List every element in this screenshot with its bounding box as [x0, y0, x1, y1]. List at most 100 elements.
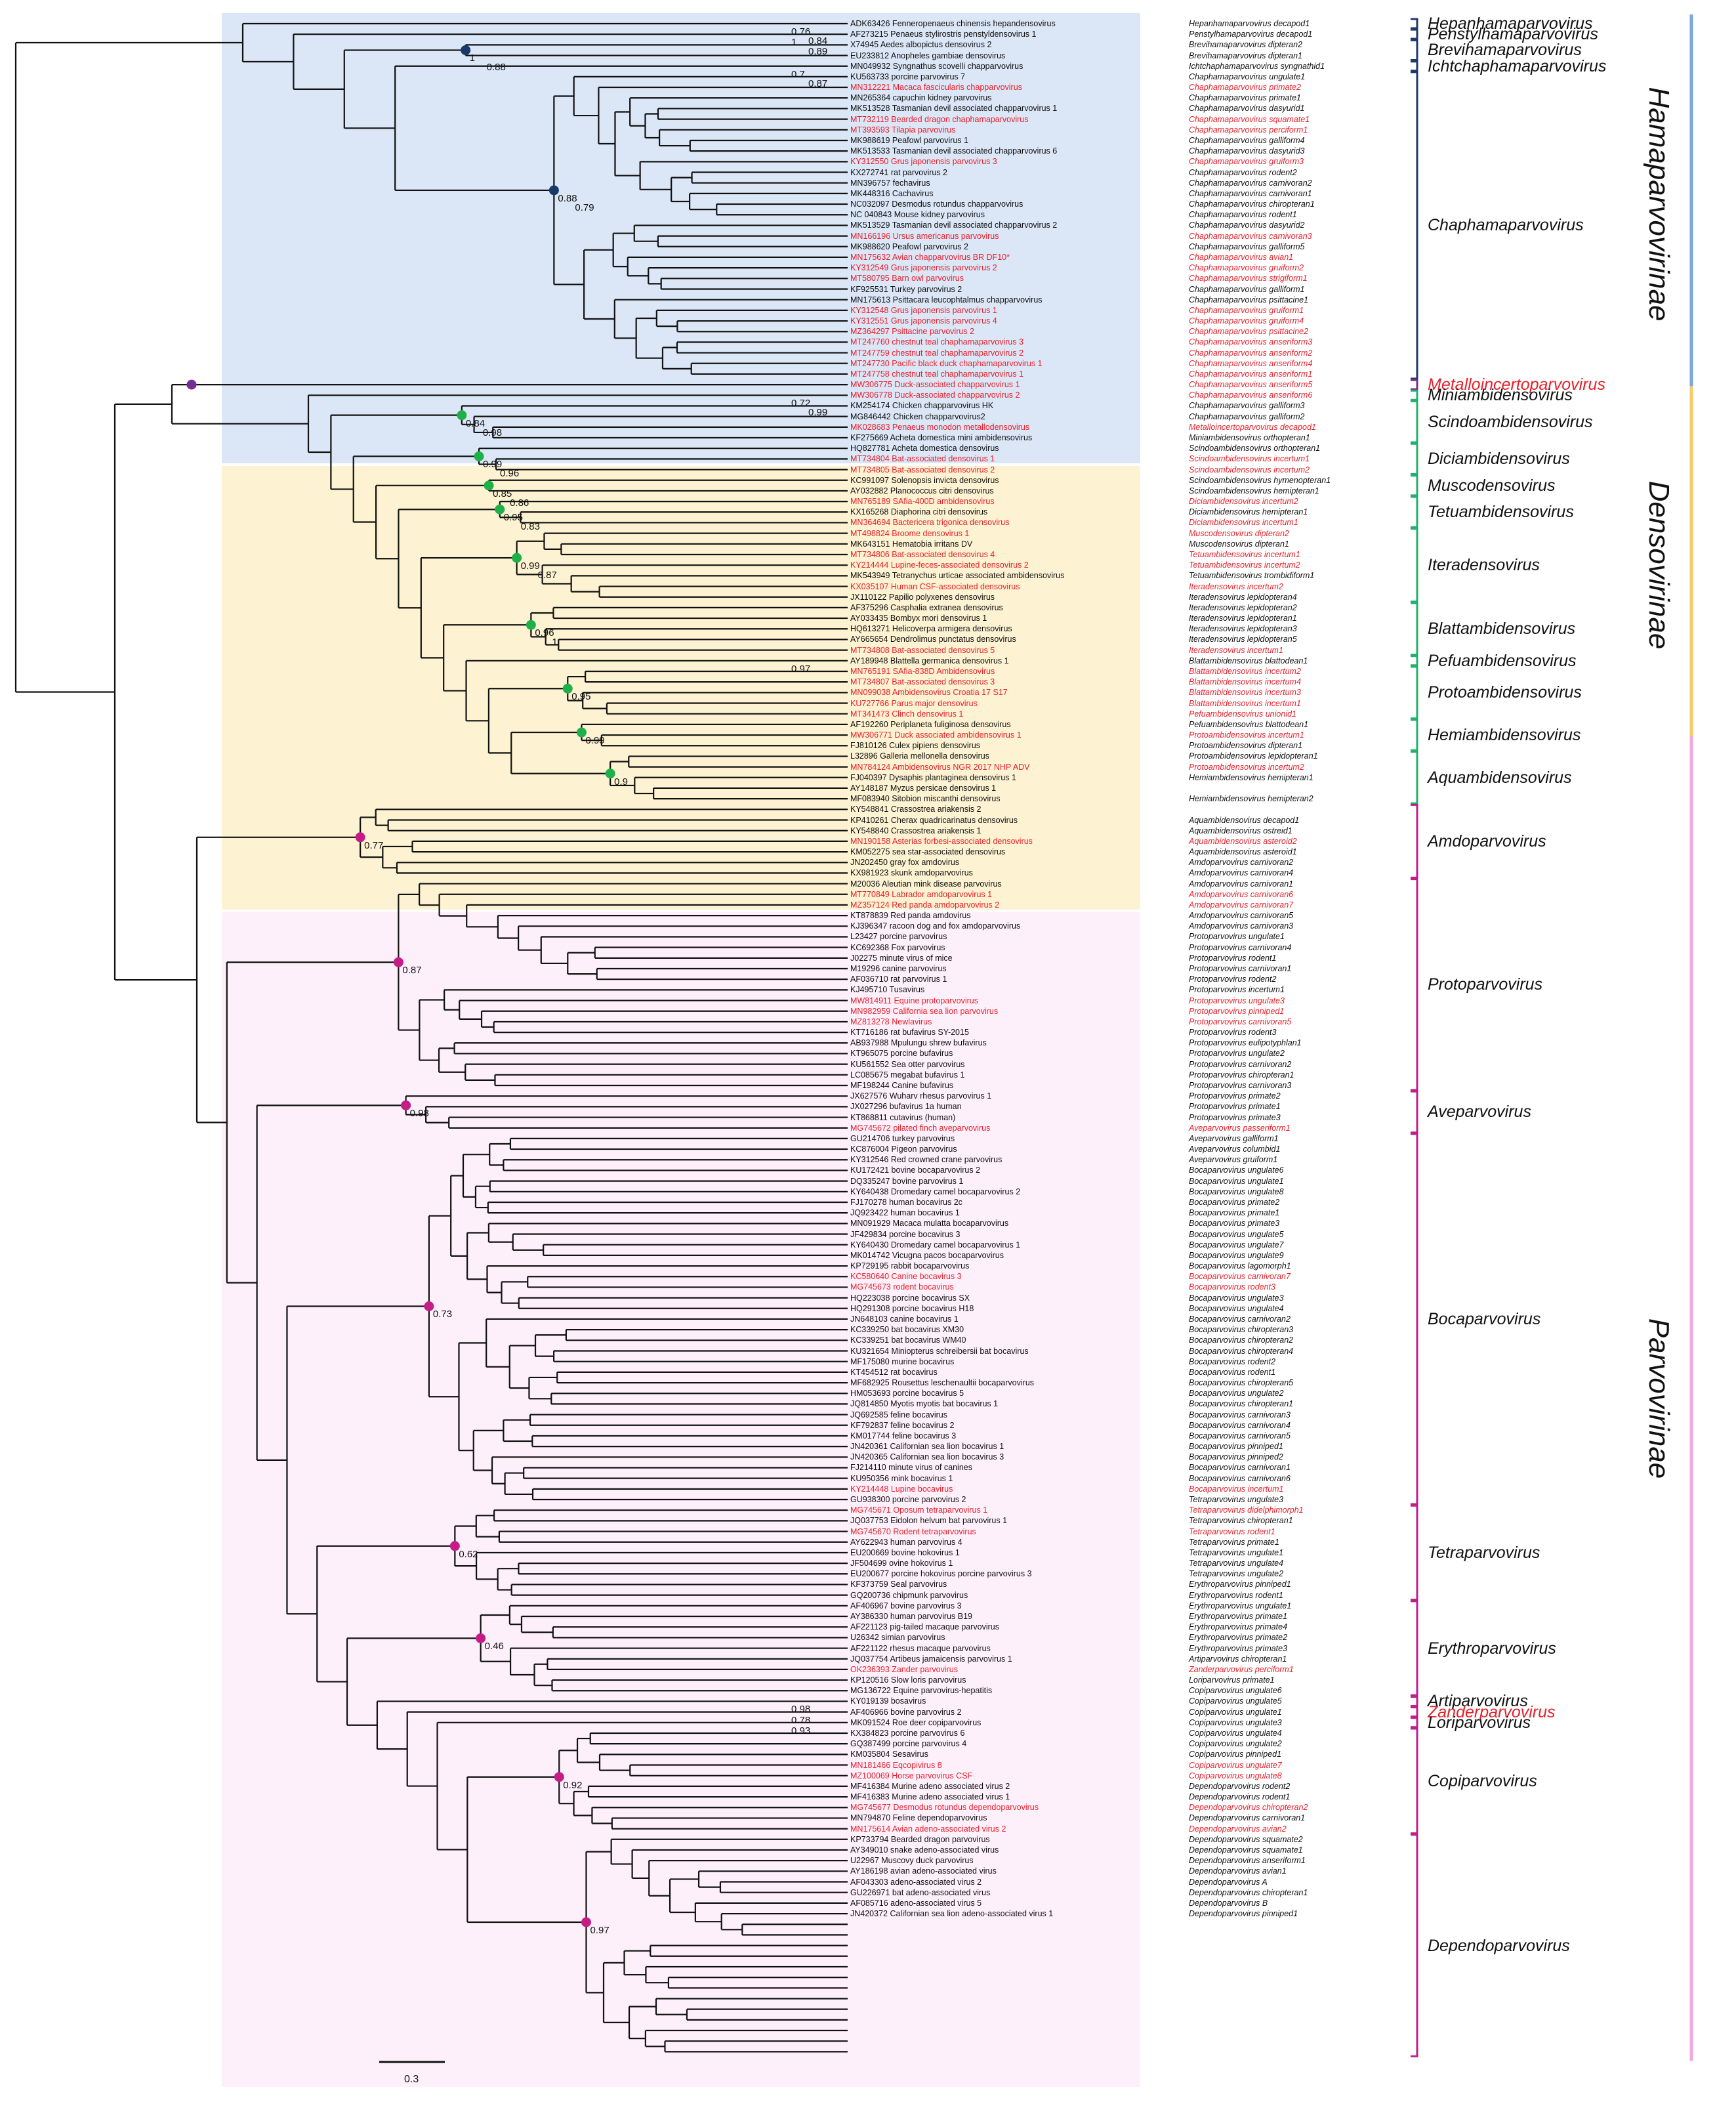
tip-label: KM052275 sea star-associated densovirus: [850, 847, 1006, 857]
species-label: Chaphamaparvovirus chiropteran1: [1189, 200, 1315, 209]
tip-label: KU321654 Miniopterus schreibersii bat bo…: [850, 1346, 1029, 1356]
species-label: Diciambidensovirus incertum1: [1189, 518, 1298, 528]
genus-bracket: [1411, 1706, 1418, 1718]
tip-label: KC339250 bat bocavirus XM30: [850, 1325, 964, 1335]
node-marker: [562, 683, 573, 694]
genus-label: Bocaparvovirus: [1428, 1309, 1541, 1328]
genus-label: Aquambidensovirus: [1428, 768, 1572, 787]
species-label: Bocaparvovirus ungulate8: [1189, 1187, 1284, 1196]
subfamily-label: Hamaparvovirinae: [1643, 87, 1675, 322]
tip-label: MF198244 Canine bufavirus: [850, 1081, 954, 1090]
species-label: Tetraparvovirus didelphimorph1: [1189, 1505, 1304, 1515]
node-marker: [457, 410, 467, 421]
tip-label: KC991097 Solenopsis invicta densovirus: [850, 475, 999, 485]
tip-label: KU561552 Sea otter parvovirus: [850, 1059, 965, 1069]
tip-label: MT734805 Bat-associated densovirus 2: [850, 465, 995, 474]
subfamily-label: Densovirinae: [1643, 480, 1675, 650]
tip-label: MT734806 Bat-associated densovirus 4: [850, 550, 995, 559]
tip-label: MK448316 Cachavirus: [850, 188, 934, 198]
tip-label: AB937988 Mpulungu shrew bufavirus: [850, 1038, 987, 1048]
species-label: Copiparvovirus ungulate4: [1189, 1728, 1282, 1738]
tip-label: JN648103 canine bocavirus 1: [850, 1314, 959, 1324]
genus-label: Penstylhamaparvovirus: [1428, 25, 1598, 44]
species-label: Bocaparvovirus rodent2: [1189, 1356, 1276, 1366]
densovirinae-shading: [222, 466, 1140, 910]
species-label: Bocaparvovirus carnivoran2: [1189, 1314, 1291, 1324]
species-label: Blattambidensovirus incertum2: [1189, 666, 1301, 676]
tip-label: MT734804 Bat-associated densovirus 1: [850, 454, 995, 464]
genus-brackets: [1411, 18, 1418, 2057]
support-value: 0.88: [486, 62, 506, 74]
genus-bracket: [1411, 60, 1418, 72]
genus-label: Hemiambidensovirus: [1428, 726, 1581, 745]
species-label: Chaphamaparvovirus anseriform3: [1189, 337, 1313, 347]
tip-label: KC692368 Fox parvovirus: [850, 942, 945, 952]
species-label: Protoparvovirus carnivoran2: [1189, 1059, 1292, 1069]
species-label: Chaphamaparvovirus avian1: [1189, 252, 1294, 262]
support-value: 0.98: [409, 1108, 429, 1120]
tip-label: MG745677 Desmodus rotundus dependoparvov…: [850, 1803, 1039, 1813]
species-label: Dependoparvovirus pinniped1: [1189, 1909, 1298, 1919]
genus-label: Tetraparvovirus: [1428, 1543, 1540, 1562]
support-value: 0.73: [432, 1309, 453, 1320]
scale-bar-label: 0.3: [404, 2074, 419, 2085]
species-label: Chaphamaparvovirus psittacine1: [1189, 295, 1309, 305]
tip-label: MT734808 Bat-associated densovirus 5: [850, 645, 995, 655]
support-value: 0.99: [808, 407, 828, 419]
tip-label: FJ810126 Culex pipiens densovirus: [850, 741, 981, 751]
species-label: Amdoparvovirus carnivoran4: [1189, 868, 1294, 878]
genus-label: Loriparvovirus: [1428, 1713, 1531, 1732]
tip-label: MK014742 Vicugna pacos bocaparvovirus: [850, 1250, 1004, 1260]
genus-bracket: [1411, 1600, 1418, 1696]
genus-bracket: [1411, 528, 1418, 603]
hamaparvovirinae-shading: [222, 13, 1140, 463]
tip-label: MF175080 murine bocavirus: [850, 1356, 955, 1366]
genus-bracket: [1411, 400, 1418, 444]
species-label: Aveparvovirus columbid1: [1189, 1145, 1281, 1154]
species-label: Tetraparvovirus ungulate4: [1189, 1559, 1284, 1568]
species-label: Chaphamaparvovirus dasyurid1: [1189, 104, 1305, 114]
species-label: Chaphamaparvovirus dasyurid2: [1189, 221, 1305, 230]
species-label: Amdoparvovirus carnivoran5: [1189, 911, 1294, 921]
tip-label: JQ037754 Artibeus jamaicensis parvovirus…: [850, 1654, 1012, 1664]
tip-label: NC032097 Desmodus rotundus chapparvoviru…: [850, 200, 1023, 209]
tip-label: AF192260 Periplaneta fuliginosa densovir…: [850, 719, 1011, 729]
node-marker: [581, 1917, 591, 1927]
tip-label: MK028683 Penaeus monodon metallodensovir…: [850, 422, 1030, 432]
tip-label: MT734807 Bat-associated densovirus 3: [850, 677, 995, 687]
species-label: Protoparvovirus rodent3: [1189, 1028, 1277, 1038]
node-marker: [186, 379, 197, 390]
tip-label: MT247730 Pacific black duck chaphamaparv…: [850, 358, 1043, 368]
node-marker: [449, 1541, 460, 1551]
tip-label: MT580795 Barn owl parvovirus: [850, 274, 964, 284]
node-marker: [393, 957, 403, 967]
species-label: Scindoambidensovirus orthopteran1: [1189, 444, 1321, 453]
node-marker: [512, 553, 522, 563]
species-label: Chaphamaparvovirus primate1: [1189, 93, 1301, 103]
genus-label: Erythroparvovirus: [1428, 1639, 1556, 1658]
species-label: Scindoambidensovirus hemipteran1: [1189, 486, 1319, 495]
tip-label: AF406966 bovine parvovirus 2: [850, 1707, 962, 1717]
node-marker: [495, 504, 505, 515]
support-value: 0.87: [402, 965, 422, 977]
tip-label: MW814911 Equine protoparvovirus: [850, 996, 979, 1005]
species-label: Bocaparvovirus pinniped1: [1189, 1442, 1283, 1452]
species-label: Bocaparvovirus lagomorph1: [1189, 1261, 1291, 1271]
support-value: 0.76: [791, 26, 811, 37]
support-value: 0.77: [364, 839, 384, 851]
tip-label: LC085675 megabat bufavirus 1: [850, 1070, 965, 1080]
support-value: 0.84: [465, 417, 486, 429]
support-value: 0.92: [563, 1779, 583, 1791]
species-label: Aquambidensovirus ostreid1: [1189, 826, 1292, 835]
tip-label: AY186198 avian adeno-associated virus: [850, 1866, 997, 1876]
tip-label: MN166196 Ursus americanus parvovirus: [850, 231, 999, 241]
species-label: Bocaparvovirus primate2: [1189, 1197, 1280, 1207]
species-label: Dependoparvovirus carnivoran1: [1189, 1813, 1306, 1823]
tip-label: GQ387499 porcine parvovirus 4: [850, 1739, 967, 1749]
tip-label: HQ827781 Acheta domestica densovirus: [850, 444, 999, 453]
species-label: Tetraparvovirus ungulate2: [1189, 1569, 1284, 1579]
genus-bracket: [1411, 1834, 1418, 2057]
species-label: Bocaparvovirus chiropteran5: [1189, 1378, 1294, 1388]
support-value: 0.79: [575, 201, 594, 213]
species-label: Scindoambidensovirus incertum2: [1189, 465, 1310, 474]
